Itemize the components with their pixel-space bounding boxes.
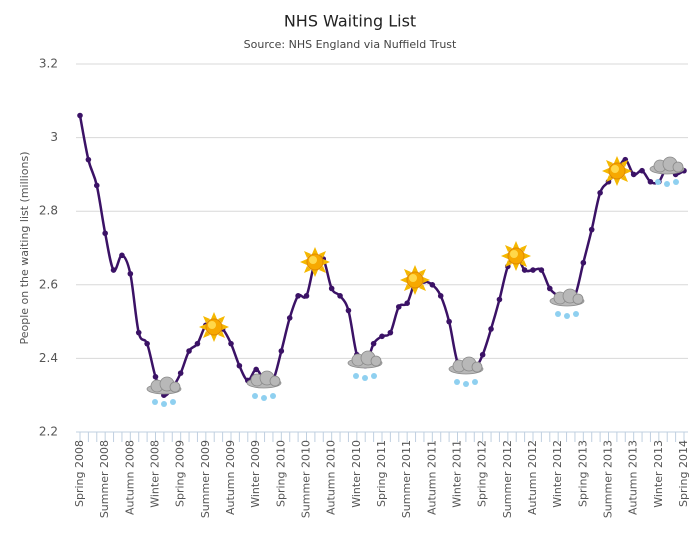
x-tick-label: Spring 2010 <box>274 440 287 507</box>
x-tick-label: Spring 2011 <box>375 440 388 507</box>
x-tick-label: Autumn 2010 <box>325 440 338 515</box>
data-point <box>521 267 528 273</box>
data-point <box>278 348 285 354</box>
data-point <box>135 329 142 336</box>
y-tick-label: 2.4 <box>39 351 58 365</box>
x-tick-label: Winter 2009 <box>249 440 262 508</box>
x-tick-label: Autumn 2011 <box>425 440 438 515</box>
data-point <box>404 300 410 307</box>
data-point <box>387 329 394 336</box>
x-tick-label: Winter 2012 <box>551 440 564 508</box>
y-tick-label: 3.2 <box>39 57 58 71</box>
data-point <box>630 171 637 178</box>
data-point <box>446 318 452 325</box>
y-tick-label: 2.8 <box>39 204 58 218</box>
data-point <box>93 182 100 189</box>
sun-icon <box>500 240 532 272</box>
data-point <box>77 112 83 119</box>
x-tick-label: Spring 2008 <box>73 440 86 507</box>
data-point <box>328 285 335 292</box>
x-tick-label: Winter 2013 <box>652 440 665 508</box>
data-point <box>429 282 436 288</box>
data-point <box>597 190 603 196</box>
data-point <box>379 333 385 340</box>
cloud-icon <box>649 156 685 188</box>
x-tick-label: Spring 2013 <box>576 440 589 507</box>
data-point <box>177 370 184 376</box>
y-tick-label: 2.2 <box>39 425 58 439</box>
data-point <box>127 270 134 277</box>
data-point <box>395 304 402 310</box>
x-tick-label: Summer 2011 <box>400 440 413 518</box>
x-tick-label: Spring 2012 <box>476 440 489 507</box>
data-point <box>538 267 545 273</box>
x-tick-label: Autumn 2013 <box>627 440 640 515</box>
x-tick-label: Summer 2008 <box>98 440 111 518</box>
x-tick-label: Summer 2012 <box>501 440 514 518</box>
data-point <box>152 374 159 380</box>
data-point <box>110 267 117 273</box>
data-point <box>496 296 503 303</box>
x-tick-label: Summer 2009 <box>199 440 212 518</box>
data-point <box>85 156 92 163</box>
season-icons <box>146 155 685 408</box>
data-point <box>119 252 125 259</box>
data-line <box>78 115 685 397</box>
x-tick-label: Winter 2008 <box>149 440 162 508</box>
cloud-icon <box>448 356 484 388</box>
x-tick-label: Autumn 2008 <box>123 440 136 515</box>
data-point <box>303 293 310 299</box>
data-point <box>437 293 444 299</box>
sun-icon <box>601 155 633 187</box>
chart-subtitle: Source: NHS England via Nuffield Trust <box>244 38 457 51</box>
x-tick-label: Autumn 2009 <box>224 440 237 515</box>
data-point <box>647 178 654 185</box>
data-point <box>102 230 108 237</box>
x-tick-label: Autumn 2012 <box>526 440 539 515</box>
x-tick-label: Summer 2010 <box>300 440 313 518</box>
data-point <box>588 226 595 233</box>
data-point <box>186 348 192 354</box>
data-point <box>286 315 293 321</box>
data-point <box>345 307 352 314</box>
y-tick-label: 2.6 <box>39 277 58 291</box>
data-point <box>236 362 243 369</box>
data-point <box>488 326 494 332</box>
data-point <box>194 340 201 347</box>
sun-icon <box>198 311 230 343</box>
data-point <box>580 259 587 266</box>
data-point <box>144 340 150 347</box>
chart-title: NHS Waiting List <box>284 12 416 31</box>
data-point <box>479 351 486 358</box>
data-point <box>337 293 343 299</box>
sun-icon <box>399 264 431 296</box>
data-point <box>639 167 645 174</box>
data-point <box>228 340 234 347</box>
data-point <box>530 267 536 273</box>
data-point <box>295 293 301 299</box>
x-tick-label: Summer 2013 <box>602 440 615 518</box>
x-tick-label: Winter 2011 <box>451 440 464 508</box>
y-axis-label: People on the waiting list (millions) <box>18 151 31 344</box>
y-tick-label: 3 <box>50 130 58 144</box>
data-point <box>546 285 553 292</box>
data-point <box>370 340 377 347</box>
x-tick-label: Spring 2009 <box>174 440 187 507</box>
x-tick-label: Winter 2010 <box>350 440 363 508</box>
data-point <box>253 366 259 373</box>
cloud-icon <box>347 350 383 382</box>
x-tick-label: Spring 2014 <box>677 440 690 507</box>
sun-icon <box>299 246 331 278</box>
